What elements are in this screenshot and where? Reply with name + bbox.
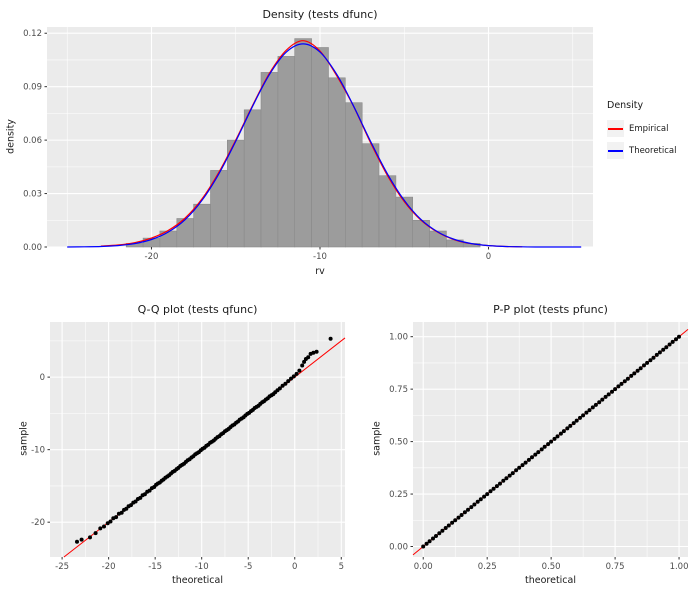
density-theoretical-curve — [67, 43, 582, 248]
pp-axes: 0.00 0.25 0.50 0.75 1.00 0.00 0.25 0.50 0.75 1.00 — [389, 333, 688, 572]
qq-x-axis-label: theoretical — [172, 575, 223, 586]
theoretical-line-icon — [608, 149, 623, 152]
svg-text:0: 0 — [486, 252, 491, 262]
svg-text:-10: -10 — [195, 562, 209, 572]
svg-text:0.09: 0.09 — [23, 83, 42, 93]
density-histogram-bars — [125, 38, 481, 248]
svg-text:0.06: 0.06 — [23, 136, 42, 146]
pp-x-axis-label: theoretical — [525, 575, 576, 586]
empirical-line-icon — [608, 127, 623, 130]
svg-text:0.25: 0.25 — [478, 562, 497, 572]
svg-text:0: 0 — [40, 373, 45, 383]
svg-text:0.50: 0.50 — [542, 562, 561, 572]
svg-text:0.00: 0.00 — [23, 243, 42, 253]
svg-text:0.25: 0.25 — [389, 490, 408, 500]
svg-text:-25: -25 — [55, 562, 69, 572]
pp-chart-title: P-P plot (tests pfunc) — [493, 303, 608, 316]
legend-title: Density — [607, 100, 644, 111]
svg-text:0.12: 0.12 — [23, 29, 42, 39]
qq-y-axis-label: sample — [18, 421, 30, 456]
pp-y-axis-label: sample — [371, 421, 383, 456]
qq-gridlines — [50, 322, 345, 559]
svg-text:-10: -10 — [31, 446, 45, 456]
legend-item-empirical: Empirical — [607, 120, 677, 137]
svg-text:-5: -5 — [244, 562, 252, 572]
svg-text:0.03: 0.03 — [23, 190, 42, 200]
density-axes: -20 -10 0 0.00 0.03 0.06 0.09 0.12 — [23, 29, 491, 262]
svg-text:0.00: 0.00 — [389, 543, 408, 553]
legend-key-box — [607, 120, 624, 137]
svg-text:5: 5 — [339, 562, 344, 572]
legend-label-theoretical: Theoretical — [629, 145, 677, 156]
pp-scatter-points — [421, 334, 681, 549]
qq-panel — [50, 322, 345, 557]
density-x-axis-label: rv — [315, 266, 325, 277]
svg-text:0.50: 0.50 — [389, 438, 408, 448]
legend-item-theoretical: Theoretical — [607, 142, 677, 159]
density-y-axis-label: density — [5, 119, 17, 154]
svg-text:0.75: 0.75 — [606, 562, 625, 572]
svg-text:0.75: 0.75 — [389, 385, 408, 395]
svg-text:1.00: 1.00 — [389, 333, 408, 343]
qq-axes: -25 -20 -15 -10 -5 0 5 -20 -10 0 — [31, 373, 344, 572]
svg-text:0.00: 0.00 — [414, 562, 433, 572]
svg-text:-20: -20 — [31, 518, 45, 528]
svg-text:-15: -15 — [148, 562, 162, 572]
svg-text:-20: -20 — [145, 252, 159, 262]
svg-text:1.00: 1.00 — [670, 562, 689, 572]
legend-label-empirical: Empirical — [629, 123, 669, 134]
svg-text:-10: -10 — [313, 252, 327, 262]
qq-scatter-points — [75, 336, 333, 544]
qq-chart-title: Q-Q plot (tests qfunc) — [137, 303, 258, 316]
density-chart-title: Density (tests dfunc) — [262, 8, 378, 21]
svg-text:-20: -20 — [102, 562, 116, 572]
pp-gridlines — [413, 322, 688, 557]
legend-key-box — [607, 142, 624, 159]
svg-text:0: 0 — [292, 562, 297, 572]
density-legend: Density Empirical Theoretical — [607, 100, 677, 164]
